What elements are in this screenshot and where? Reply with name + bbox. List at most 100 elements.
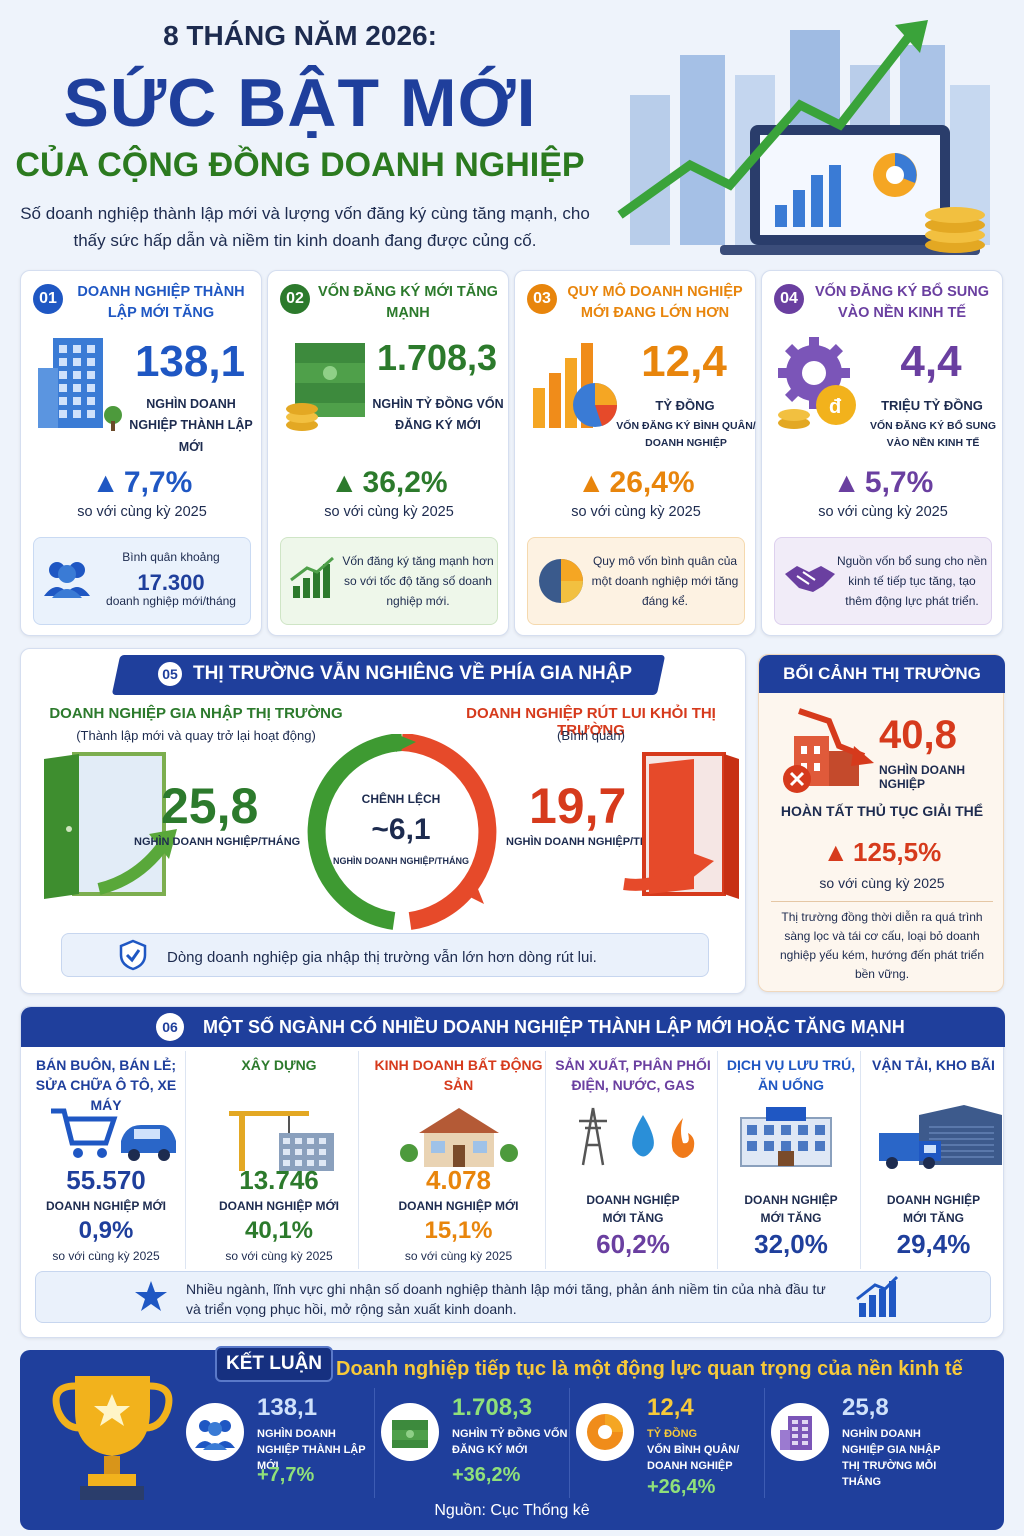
kpi-note-line2: doanh nghiệp mới/tháng bbox=[106, 594, 236, 608]
pie-chart-icon bbox=[575, 1402, 635, 1467]
enter-subtitle: (Thành lập mới và quay trở lại hoạt động… bbox=[76, 728, 316, 743]
difference-ring bbox=[307, 734, 497, 930]
sectors-section-number: 06 bbox=[156, 1013, 184, 1041]
sectors-title-banner bbox=[21, 1007, 1005, 1047]
sector-value: 4.078 bbox=[425, 1165, 492, 1195]
diff-label: CHÊNH LỆCH bbox=[361, 792, 441, 806]
kpi-unit-detail: VỐN ĐĂNG KÝ BÌNH QUÂN/ DOANH NGHIỆP bbox=[616, 420, 756, 449]
exit-unit: NGHÌN DOANH NGHIỆP/THÁNG bbox=[506, 836, 673, 848]
shield-check-icon bbox=[119, 939, 147, 971]
conclusion-value: 1.708,3 bbox=[452, 1394, 533, 1421]
sector-item-1: BÁN BUÔN, BÁN LẺ; SỬA CHỮA Ô TÔ, XE MÁY … bbox=[26, 1051, 186, 1269]
sector-growth: 0,9% bbox=[78, 1217, 134, 1244]
sector-growth: 60,2% bbox=[596, 1229, 670, 1259]
kpi-title: DOANH NGHIỆP THÀNH LẬP MỚI TĂNG bbox=[77, 284, 245, 321]
kpi-note: Vốn đăng ký tăng mạnh hơn so với tốc độ … bbox=[280, 537, 498, 625]
sector-item-6: VẬN TẢI, KHO BÃI DOANH NGHIỆP MỚI TĂNG 2… bbox=[866, 1051, 1002, 1269]
kpi-note-text: Vốn đăng ký tăng mạnh hơn so với tốc độ … bbox=[342, 554, 494, 608]
declining-building-icon bbox=[783, 708, 874, 793]
exit-subtitle: (Bình quân) bbox=[557, 728, 625, 743]
context-growth-value: 125,5% bbox=[853, 837, 942, 867]
kpi-growth: ▲ 26,4% bbox=[515, 466, 757, 500]
conclusion-unit: TỶ ĐỒNG bbox=[647, 1428, 698, 1440]
sector-name: VẬN TẢI, KHO BÃI bbox=[872, 1057, 995, 1073]
kpi-growth-value: 26,4% bbox=[609, 466, 695, 499]
sector-name: XÂY DỰNG bbox=[241, 1057, 317, 1073]
diff-value: ~6,1 bbox=[371, 813, 431, 846]
kpi-compare: so với cùng kỳ 2025 bbox=[818, 504, 948, 520]
kpi-growth-value: 36,2% bbox=[362, 466, 448, 499]
bar-pie-chart-icon bbox=[527, 333, 618, 438]
conclusion-item-2: 1.708,3 NGHÌN TỶ ĐỒNG VỐN ĐĂNG KÝ MỚI +3… bbox=[380, 1388, 570, 1498]
money-stack-icon bbox=[380, 1402, 440, 1467]
sector-name: KINH DOANH BẤT ĐỘNG SẢN bbox=[374, 1057, 543, 1093]
kpi-unit: NGHÌN DOANH NGHIỆP THÀNH LẬP MỚI bbox=[129, 397, 253, 454]
market-footer-text: Dòng doanh nghiệp gia nhập thị trường vẫ… bbox=[167, 949, 597, 966]
conclusion-unit: NGHÌN TỶ ĐỒNG VỐN ĐĂNG KÝ MỚI bbox=[452, 1428, 568, 1456]
kpi-note-text: Quy mô vốn bình quân của một doanh nghiệ… bbox=[591, 554, 739, 608]
diff-unit: NGHÌN DOANH NGHIỆP/THÁNG bbox=[332, 856, 469, 866]
context-label: HOÀN TẤT THỦ TỤC GIẢI THỂ bbox=[780, 803, 984, 819]
kpi-number-badge: 04 bbox=[774, 284, 804, 314]
office-building-icon bbox=[33, 333, 123, 438]
star-icon bbox=[135, 1281, 167, 1311]
kpi-growth-value: 5,7% bbox=[864, 466, 934, 499]
house-icon bbox=[399, 1103, 519, 1174]
enter-value: 25,8 bbox=[161, 778, 259, 834]
kpi-title: VỐN ĐĂNG KÝ MỚI TĂNG MẠNH bbox=[318, 284, 498, 321]
kpi-card-4: 04 VỐN ĐĂNG KÝ BỔ SUNG VÀO NỀN KINH TẾ đ… bbox=[761, 270, 1003, 636]
shopping-cart-car-icon bbox=[46, 1103, 186, 1168]
conclusion-growth: +26,4% bbox=[647, 1476, 716, 1498]
office-building-icon bbox=[770, 1402, 830, 1467]
sector-growth: 32,0% bbox=[754, 1229, 828, 1259]
kpi-card-3: 03 QUY MÔ DOANH NGHIỆP MỚI ĐANG LỚN HƠN … bbox=[514, 270, 756, 636]
kpi-note: Nguồn vốn bổ sung cho nền kinh tế tiếp t… bbox=[774, 537, 992, 625]
header-description: Số doanh nghiệp thành lập mới và lượng v… bbox=[20, 204, 590, 250]
up-arrow-icon: ▲ bbox=[330, 467, 359, 498]
context-title: BỐI CẢNH THỊ TRƯỜNG bbox=[759, 655, 1005, 693]
enter-unit: NGHÌN DOANH NGHIỆP/THÁNG bbox=[134, 836, 301, 848]
conclusion-growth: +7,7% bbox=[257, 1464, 315, 1486]
conclusion-value: 138,1 bbox=[257, 1394, 318, 1421]
context-panel: BỐI CẢNH THỊ TRƯỜNG 40,8 NGHÌN DOANH NGH… bbox=[758, 654, 1005, 992]
open-door-enter-icon bbox=[44, 752, 177, 899]
sectors-footer-text: Nhiều ngành, lĩnh vực ghi nhận số doanh … bbox=[186, 1281, 826, 1317]
kpi-compare: so với cùng kỳ 2025 bbox=[77, 504, 207, 520]
up-arrow-icon: ▲ bbox=[822, 837, 849, 867]
kpi-growth: ▲ 36,2% bbox=[268, 466, 510, 500]
sector-compare: so với cùng kỳ 2025 bbox=[225, 1249, 333, 1263]
sector-growth: 15,1% bbox=[424, 1217, 493, 1244]
kpi-growth-value: 7,7% bbox=[123, 466, 193, 499]
pie-chart-icon bbox=[536, 556, 586, 613]
kpi-number-badge: 02 bbox=[280, 284, 310, 314]
conclusion-headline: Doanh nghiệp tiếp tục là một động lực qu… bbox=[336, 1358, 963, 1380]
up-arrow-icon: ▲ bbox=[577, 467, 606, 498]
kpi-compare: so với cùng kỳ 2025 bbox=[324, 504, 454, 520]
sector-compare: so với cùng kỳ 2025 bbox=[52, 1249, 160, 1263]
kpi-note-line1: Bình quân khoảng bbox=[122, 550, 220, 564]
sector-unit: DOANH NGHIỆP MỚI bbox=[218, 1199, 340, 1213]
market-section: 05 THỊ TRƯỜNG VẪN NGHIÊNG VỀ PHÍA GIA NH… bbox=[20, 648, 746, 994]
conclusion-unit-detail: VỐN BÌNH QUÂN/ DOANH NGHIỆP bbox=[647, 1444, 740, 1472]
conclusion-section: KẾT LUẬN Doanh nghiệp tiếp tục là một độ… bbox=[20, 1346, 1004, 1530]
conclusion-unit: NGHÌN DOANH NGHIỆP GIA NHẬP THỊ TRƯỜNG M… bbox=[842, 1428, 941, 1488]
kpi-note: Bình quân khoảng 17.300 doanh nghiệp mới… bbox=[33, 537, 251, 625]
header-title: SỨC BẬT MỚI bbox=[63, 65, 537, 141]
sector-unit: DOANH NGHIỆP MỚI bbox=[45, 1199, 167, 1213]
context-unit: NGHÌN DOANH NGHIỆP bbox=[879, 763, 965, 791]
sector-unit: DOANH NGHIỆP MỚI TĂNG bbox=[744, 1193, 838, 1225]
conclusion-label: KẾT LUẬN bbox=[215, 1346, 333, 1382]
conclusion-item-3: 12,4 TỶ ĐỒNG VỐN BÌNH QUÂN/ DOANH NGHIỆP… bbox=[575, 1388, 765, 1498]
header-subtitle: CỦA CỘNG ĐỒNG DOANH NGHIỆP bbox=[15, 146, 585, 184]
up-arrow-icon: ▲ bbox=[832, 467, 861, 498]
money-stack-icon bbox=[280, 333, 370, 438]
kpi-number-badge: 03 bbox=[527, 284, 557, 314]
conclusion-growth: +36,2% bbox=[452, 1464, 521, 1486]
kpi-card-2: 02 VỐN ĐĂNG KÝ MỚI TĂNG MẠNH 1.708,3 NGH… bbox=[267, 270, 509, 636]
context-note: Thị trường đồng thời diễn ra quá trình s… bbox=[779, 910, 985, 981]
kpi-compare: so với cùng kỳ 2025 bbox=[571, 504, 701, 520]
context-growth: ▲ 125,5% bbox=[759, 837, 1005, 868]
conclusion-unit: NGHÌN DOANH NGHIỆP THÀNH LẬP MỚI bbox=[257, 1428, 366, 1472]
market-section-number: 05 bbox=[156, 660, 184, 688]
context-value: 40,8 bbox=[879, 713, 957, 757]
